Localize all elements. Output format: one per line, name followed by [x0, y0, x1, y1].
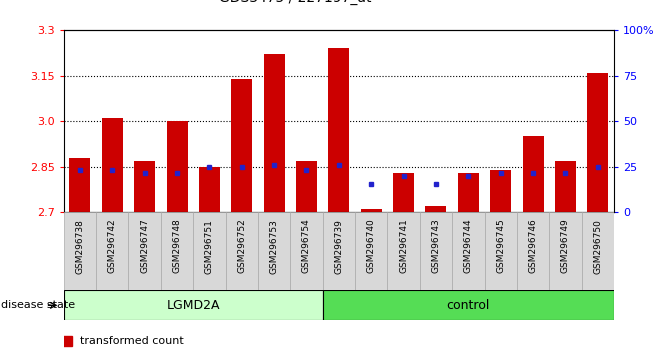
- Text: transformed count: transformed count: [81, 336, 184, 346]
- Text: LGMD2A: LGMD2A: [166, 299, 220, 312]
- FancyBboxPatch shape: [225, 212, 258, 290]
- Text: GSM296747: GSM296747: [140, 219, 149, 273]
- Bar: [523, 136, 544, 212]
- Text: GSM296751: GSM296751: [205, 219, 214, 274]
- FancyBboxPatch shape: [291, 212, 323, 290]
- Text: GSM296741: GSM296741: [399, 219, 408, 273]
- FancyBboxPatch shape: [355, 212, 387, 290]
- FancyBboxPatch shape: [323, 212, 355, 290]
- FancyBboxPatch shape: [258, 212, 291, 290]
- FancyBboxPatch shape: [550, 212, 582, 290]
- Text: GSM296744: GSM296744: [464, 219, 473, 273]
- FancyBboxPatch shape: [387, 212, 420, 290]
- Text: GSM296753: GSM296753: [270, 219, 278, 274]
- Text: GSM296752: GSM296752: [238, 219, 246, 273]
- Bar: [328, 48, 350, 212]
- Text: disease state: disease state: [1, 300, 74, 310]
- Bar: [491, 170, 511, 212]
- Text: GSM296750: GSM296750: [593, 219, 603, 274]
- Bar: [425, 206, 446, 212]
- FancyBboxPatch shape: [96, 212, 128, 290]
- Text: GDS3475 / 227197_at: GDS3475 / 227197_at: [219, 0, 371, 5]
- FancyBboxPatch shape: [323, 290, 614, 320]
- FancyBboxPatch shape: [161, 212, 193, 290]
- Bar: [134, 161, 155, 212]
- Text: control: control: [447, 299, 490, 312]
- Text: GSM296742: GSM296742: [108, 219, 117, 273]
- Bar: [587, 73, 609, 212]
- FancyBboxPatch shape: [582, 212, 614, 290]
- Bar: [296, 161, 317, 212]
- FancyBboxPatch shape: [64, 212, 96, 290]
- Bar: [166, 121, 187, 212]
- Bar: [361, 209, 382, 212]
- FancyBboxPatch shape: [64, 290, 323, 320]
- FancyBboxPatch shape: [420, 212, 452, 290]
- Bar: [69, 158, 91, 212]
- Bar: [393, 173, 414, 212]
- Bar: [555, 161, 576, 212]
- FancyBboxPatch shape: [484, 212, 517, 290]
- Text: GSM296739: GSM296739: [334, 219, 344, 274]
- FancyBboxPatch shape: [452, 212, 484, 290]
- Text: GSM296738: GSM296738: [75, 219, 85, 274]
- FancyBboxPatch shape: [128, 212, 161, 290]
- Text: GSM296748: GSM296748: [172, 219, 182, 273]
- FancyBboxPatch shape: [517, 212, 550, 290]
- Text: GSM296740: GSM296740: [367, 219, 376, 273]
- Bar: [264, 55, 285, 212]
- Text: GSM296743: GSM296743: [431, 219, 440, 273]
- Bar: [231, 79, 252, 212]
- Text: GSM296749: GSM296749: [561, 219, 570, 273]
- FancyBboxPatch shape: [193, 212, 225, 290]
- Text: GSM296746: GSM296746: [529, 219, 537, 273]
- Bar: [199, 167, 220, 212]
- Text: GSM296745: GSM296745: [496, 219, 505, 273]
- Text: GSM296754: GSM296754: [302, 219, 311, 273]
- Bar: [458, 173, 479, 212]
- Bar: [102, 118, 123, 212]
